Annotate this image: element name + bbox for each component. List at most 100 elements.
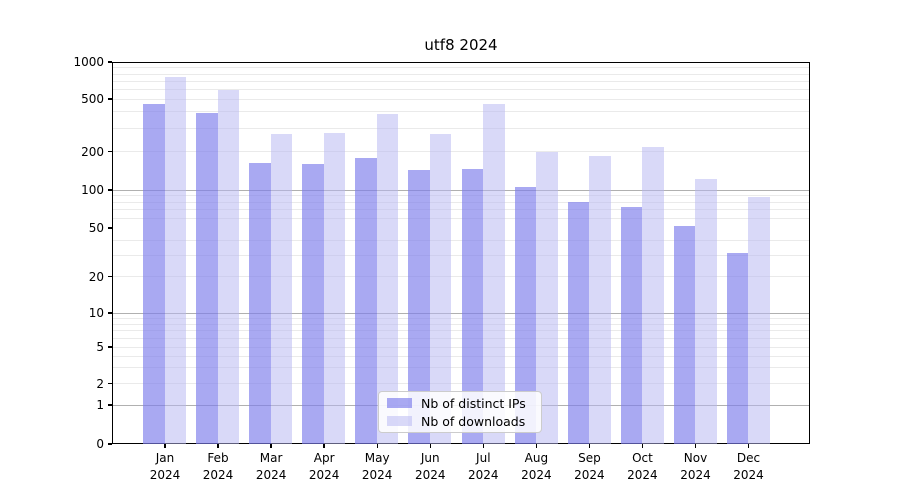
y-tick-mark [108, 189, 112, 191]
grid-line [113, 254, 809, 256]
bar-distinct-ips [461, 169, 483, 444]
grid-line [113, 346, 809, 348]
grid-line [113, 383, 809, 385]
bar-downloads [695, 179, 717, 444]
bar-downloads [429, 134, 452, 444]
y-tick-label: 200 [81, 144, 104, 159]
x-tick-label: Sep 2024 [574, 451, 605, 482]
bar-distinct-ips [726, 252, 749, 444]
y-tick-label: 10 [88, 306, 104, 320]
grid-line [113, 151, 809, 153]
bar-downloads [748, 197, 770, 444]
x-tick-label: Nov 2024 [680, 451, 711, 482]
grid-line [113, 189, 809, 191]
x-tick-mark [535, 444, 538, 448]
x-tick-mark [323, 444, 325, 448]
x-tick-mark [641, 444, 644, 448]
legend-item-downloads: Nb of downloads [387, 414, 533, 429]
y-tick-label: 1 [96, 398, 104, 412]
y-tick-mark [108, 404, 112, 406]
y-tick-mark [108, 382, 112, 385]
legend-item-distinct-ips: Nb of distinct IPs [387, 396, 533, 411]
y-tick-label: 500 [81, 92, 104, 106]
x-tick-mark [482, 444, 484, 448]
grid-line [113, 312, 809, 314]
legend-label: Nb of distinct IPs [421, 395, 526, 411]
grid-line [113, 73, 809, 75]
y-tick-mark [108, 98, 112, 100]
grid-line [113, 111, 809, 113]
grid-line [113, 80, 809, 82]
grid-line [113, 330, 809, 332]
x-tick-mark [217, 444, 219, 448]
bar-distinct-ips [567, 201, 590, 444]
y-tick-mark [108, 275, 112, 278]
x-tick-label: Feb 2024 [202, 451, 234, 482]
bar-downloads [164, 76, 187, 444]
x-tick-mark [376, 444, 378, 448]
y-tick-mark [108, 227, 112, 229]
grid-line [113, 337, 809, 339]
y-tick-label: 50 [88, 221, 104, 235]
legend-swatch-distinct-ips [387, 397, 412, 409]
y-tick-label: 2 [96, 376, 104, 391]
grid-line [113, 217, 809, 219]
grid-line [113, 201, 809, 203]
bar-downloads [589, 155, 611, 444]
x-tick-mark [429, 444, 431, 448]
grid-line [113, 239, 809, 241]
bar-downloads [270, 134, 293, 444]
legend-swatch-downloads [387, 415, 412, 427]
bar-distinct-ips [196, 112, 218, 444]
grid-line [113, 127, 809, 129]
y-tick-label: 20 [88, 269, 104, 284]
y-tick-mark [108, 443, 112, 445]
y-tick-mark [108, 346, 112, 348]
y-tick-mark [108, 61, 112, 63]
bar-downloads [483, 103, 505, 444]
bar-downloads [642, 146, 664, 444]
grid-line [113, 209, 809, 211]
x-tick-label: Jun 2024 [414, 451, 446, 482]
x-tick-mark [747, 444, 750, 448]
grid-line [113, 323, 809, 325]
grid-line [113, 317, 809, 319]
y-tick-mark [108, 150, 112, 153]
grid-line [113, 195, 809, 197]
x-tick-label: Jan 2024 [149, 451, 181, 482]
y-tick-label: 0 [96, 437, 104, 451]
y-tick-label: 5 [96, 340, 104, 354]
plot-area [112, 62, 810, 444]
grid-line [113, 67, 809, 69]
bar-downloads [536, 152, 558, 444]
x-tick-label: Apr 2024 [308, 451, 340, 482]
grid-line [113, 98, 809, 100]
legend: Nb of distinct IPs Nb of downloads [378, 391, 542, 433]
bar-downloads [217, 90, 240, 444]
x-tick-label: May 2024 [361, 451, 393, 482]
grid-line [113, 355, 809, 357]
bar-distinct-ips [302, 164, 324, 444]
x-tick-label: Mar 2024 [255, 451, 287, 482]
legend-label: Nb of downloads [421, 413, 526, 429]
x-tick-mark [588, 444, 591, 448]
x-tick-mark [270, 444, 272, 448]
grid-line [113, 276, 809, 278]
x-tick-label: Jul 2024 [468, 451, 499, 482]
bar-distinct-ips [408, 169, 430, 444]
grid-line [113, 367, 809, 369]
grid-line [113, 88, 809, 90]
y-tick-label: 100 [81, 183, 104, 197]
bar-distinct-ips [673, 225, 696, 444]
x-tick-mark [694, 444, 697, 448]
bar-distinct-ips [355, 158, 377, 444]
y-tick-label: 1000 [73, 55, 104, 69]
y-tick-mark [108, 312, 112, 314]
bar-downloads [376, 114, 399, 444]
bar-distinct-ips [620, 206, 643, 444]
bar-distinct-ips [143, 103, 165, 444]
x-tick-label: Oct 2024 [627, 451, 658, 482]
bar-distinct-ips [514, 187, 537, 444]
chart-title: utf8 2024 [424, 36, 498, 54]
